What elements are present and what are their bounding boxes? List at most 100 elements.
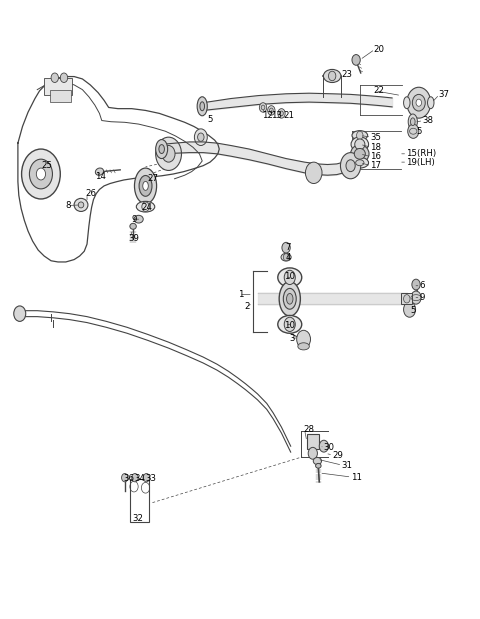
Text: 32: 32 bbox=[132, 514, 143, 523]
Circle shape bbox=[416, 99, 421, 106]
Text: 11: 11 bbox=[350, 472, 361, 482]
Text: 12: 12 bbox=[262, 111, 273, 119]
Ellipse shape bbox=[74, 198, 88, 212]
Ellipse shape bbox=[315, 464, 321, 468]
Text: 18: 18 bbox=[370, 143, 381, 152]
Circle shape bbox=[346, 160, 355, 171]
Ellipse shape bbox=[278, 268, 302, 287]
Circle shape bbox=[162, 145, 175, 162]
Ellipse shape bbox=[143, 181, 148, 191]
Ellipse shape bbox=[354, 149, 365, 159]
Circle shape bbox=[60, 73, 68, 82]
Text: 24: 24 bbox=[141, 203, 152, 212]
Text: 26: 26 bbox=[85, 189, 96, 198]
Circle shape bbox=[14, 306, 26, 321]
Text: 5: 5 bbox=[410, 306, 416, 315]
Text: 9: 9 bbox=[132, 215, 137, 223]
Ellipse shape bbox=[404, 97, 410, 109]
Ellipse shape bbox=[96, 168, 104, 175]
Text: 4: 4 bbox=[285, 253, 291, 262]
Circle shape bbox=[357, 131, 363, 139]
Ellipse shape bbox=[156, 139, 168, 158]
Circle shape bbox=[132, 474, 138, 482]
Text: 29: 29 bbox=[332, 451, 343, 459]
Text: 20: 20 bbox=[373, 45, 384, 54]
Circle shape bbox=[156, 137, 181, 170]
Circle shape bbox=[328, 71, 336, 80]
Text: 36: 36 bbox=[124, 474, 135, 483]
Circle shape bbox=[51, 73, 59, 82]
Ellipse shape bbox=[134, 168, 156, 204]
Circle shape bbox=[284, 317, 295, 332]
Ellipse shape bbox=[298, 343, 309, 350]
Ellipse shape bbox=[350, 145, 369, 163]
Circle shape bbox=[408, 124, 419, 139]
Text: 23: 23 bbox=[341, 71, 352, 79]
Text: 10: 10 bbox=[284, 272, 295, 281]
Circle shape bbox=[280, 111, 283, 116]
Circle shape bbox=[36, 168, 46, 180]
Ellipse shape bbox=[410, 118, 415, 126]
Circle shape bbox=[194, 129, 207, 145]
Ellipse shape bbox=[279, 282, 300, 316]
Text: 35: 35 bbox=[370, 132, 381, 142]
Text: 34: 34 bbox=[134, 474, 145, 483]
Text: 7: 7 bbox=[285, 243, 291, 252]
Circle shape bbox=[340, 153, 361, 179]
Bar bbox=[307, 434, 319, 449]
Ellipse shape bbox=[136, 201, 155, 212]
Circle shape bbox=[352, 54, 360, 65]
Ellipse shape bbox=[324, 69, 341, 82]
Text: 5: 5 bbox=[208, 115, 213, 124]
Text: 13: 13 bbox=[271, 111, 282, 119]
Ellipse shape bbox=[356, 160, 364, 166]
Ellipse shape bbox=[313, 457, 322, 465]
Text: 38: 38 bbox=[422, 116, 433, 125]
Text: 16: 16 bbox=[370, 152, 381, 162]
Text: 8: 8 bbox=[66, 201, 72, 210]
Text: 1: 1 bbox=[238, 290, 243, 299]
Ellipse shape bbox=[351, 137, 369, 152]
Text: 31: 31 bbox=[341, 461, 352, 470]
Circle shape bbox=[319, 440, 328, 452]
Text: 30: 30 bbox=[324, 443, 335, 452]
Text: 3: 3 bbox=[290, 334, 295, 342]
Bar bbox=[44, 79, 72, 95]
Circle shape bbox=[297, 331, 311, 348]
Circle shape bbox=[283, 254, 289, 261]
Text: 17: 17 bbox=[370, 161, 381, 170]
Circle shape bbox=[412, 279, 420, 290]
Circle shape bbox=[308, 448, 317, 459]
Ellipse shape bbox=[78, 202, 84, 208]
Circle shape bbox=[305, 162, 322, 183]
Bar bbox=[50, 90, 71, 102]
Text: 21: 21 bbox=[284, 111, 295, 119]
Text: 10: 10 bbox=[284, 321, 295, 330]
Ellipse shape bbox=[139, 176, 152, 196]
Ellipse shape bbox=[134, 215, 143, 223]
Text: 27: 27 bbox=[147, 175, 158, 183]
Text: 5: 5 bbox=[416, 127, 421, 136]
Circle shape bbox=[142, 202, 149, 212]
Circle shape bbox=[411, 291, 421, 304]
Circle shape bbox=[269, 108, 273, 113]
Ellipse shape bbox=[281, 253, 291, 261]
Ellipse shape bbox=[159, 145, 165, 154]
Ellipse shape bbox=[197, 97, 207, 116]
Circle shape bbox=[284, 271, 295, 285]
Bar bbox=[401, 293, 412, 304]
Circle shape bbox=[22, 149, 60, 199]
Text: 19(LH): 19(LH) bbox=[406, 158, 434, 167]
Text: 2: 2 bbox=[245, 302, 250, 311]
Text: 33: 33 bbox=[145, 474, 156, 483]
Circle shape bbox=[278, 109, 285, 118]
Text: 28: 28 bbox=[303, 425, 314, 434]
Circle shape bbox=[261, 105, 265, 110]
Circle shape bbox=[282, 243, 290, 253]
Ellipse shape bbox=[428, 97, 434, 109]
Ellipse shape bbox=[200, 102, 204, 111]
Text: 14: 14 bbox=[95, 172, 106, 181]
Ellipse shape bbox=[278, 316, 302, 333]
Text: 39: 39 bbox=[129, 234, 139, 243]
Ellipse shape bbox=[287, 293, 293, 304]
